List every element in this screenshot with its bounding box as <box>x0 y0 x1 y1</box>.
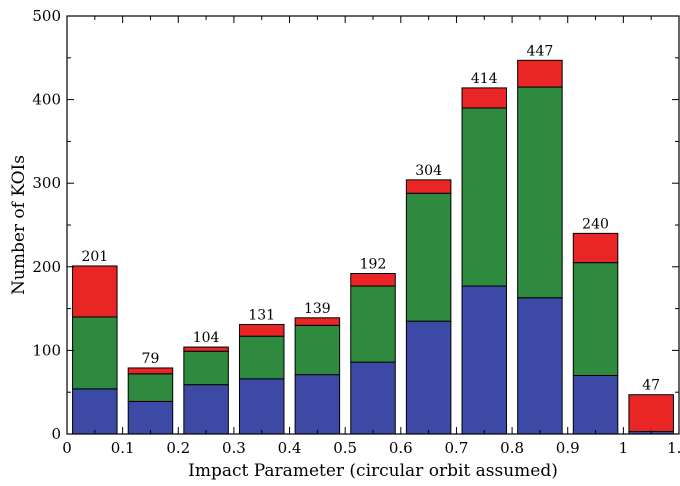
bar-segment-bin3-series1 <box>238 335 285 380</box>
bar-segment-bin1-series1 <box>127 373 174 402</box>
bar-segment-bin3-series0 <box>238 378 285 435</box>
bar-segment-bin6-series1 <box>405 192 452 322</box>
x-tick-label: 1.1 <box>667 439 680 457</box>
x-tick-label: 1 <box>619 439 629 457</box>
bar-segment-bin6-series0 <box>405 320 452 435</box>
bar-segment-bin4-series0 <box>294 374 341 435</box>
bar-segment-bin10-series2 <box>628 394 674 432</box>
bar-segment-bin8-series1 <box>517 86 563 299</box>
y-tick-label: 300 <box>32 174 61 192</box>
x-tick-label: 0.3 <box>222 439 246 457</box>
bar-segment-bin0-series0 <box>72 388 118 435</box>
x-tick-label: 0.9 <box>556 439 580 457</box>
bar-total-label: 79 <box>142 351 160 367</box>
x-tick-label: 0.4 <box>278 439 302 457</box>
x-tick-label: 0.5 <box>333 439 357 457</box>
bar-segment-bin3-series2 <box>238 323 285 337</box>
bar-segment-bin7-series0 <box>461 285 508 435</box>
bar-segment-bin5-series0 <box>350 361 396 435</box>
bar-total-label: 131 <box>248 307 275 323</box>
bar-total-label: 414 <box>471 71 498 87</box>
bar-total-label: 240 <box>582 216 609 232</box>
bar-segment-bin2-series0 <box>183 384 229 435</box>
bar-segment-bin8-series0 <box>517 297 563 435</box>
x-axis-label: Impact Parameter (circular orbit assumed… <box>188 461 558 481</box>
bar-segment-bin8-series2 <box>517 59 563 88</box>
bars-layer <box>72 59 674 435</box>
bar-segment-bin5-series2 <box>350 272 396 287</box>
bar-segment-bin6-series2 <box>405 179 452 194</box>
x-tick-label: 0.6 <box>389 439 413 457</box>
bar-segment-bin7-series1 <box>461 107 508 287</box>
bar-segment-bin7-series2 <box>461 87 508 109</box>
bar-total-label: 104 <box>193 330 220 346</box>
bar-segment-bin9-series0 <box>572 374 619 435</box>
y-tick-label: 100 <box>32 341 61 359</box>
bar-segment-bin5-series1 <box>350 285 396 363</box>
x-tick-label: 0.1 <box>111 439 135 457</box>
bar-total-label: 201 <box>81 249 108 265</box>
bar-total-label: 192 <box>360 256 387 272</box>
bar-segment-bin2-series1 <box>183 350 229 386</box>
y-tick-label: 400 <box>32 91 61 109</box>
bar-segment-bin2-series2 <box>183 346 229 352</box>
bar-segment-bin0-series1 <box>72 316 118 390</box>
bar-segment-bin1-series0 <box>127 400 174 435</box>
bar-segment-bin0-series2 <box>72 265 118 318</box>
y-tick-label: 200 <box>32 258 61 276</box>
x-tick-label: 0.2 <box>166 439 190 457</box>
bar-total-label: 47 <box>642 378 660 394</box>
bar-segment-bin4-series2 <box>294 317 341 326</box>
y-axis-label: Number of KOIs <box>9 155 29 295</box>
bar-total-label: 139 <box>304 301 331 317</box>
bar-segment-bin9-series2 <box>572 232 619 264</box>
axes: 0 0.1 0.2 0.3 0.4 0.5 0.6 0.7 0.8 0.9 1 1.1 0 100 200 3… <box>32 7 680 457</box>
bar-total-label: 304 <box>415 163 442 179</box>
x-tick-label: 0.7 <box>445 439 469 457</box>
bar-total-label: 447 <box>527 43 554 59</box>
y-tick-label: 0 <box>51 425 61 443</box>
y-tick-label: 500 <box>32 7 61 25</box>
bar-segment-bin9-series1 <box>572 262 619 376</box>
bar-segment-bin1-series2 <box>127 367 174 375</box>
x-tick-label: 0 <box>62 439 72 457</box>
x-tick-label: 0.8 <box>500 439 524 457</box>
bar-segment-bin4-series1 <box>294 324 341 376</box>
bar-total-labels: 201 79 104 131 139 192 304 414 447 240 47 <box>81 43 660 393</box>
